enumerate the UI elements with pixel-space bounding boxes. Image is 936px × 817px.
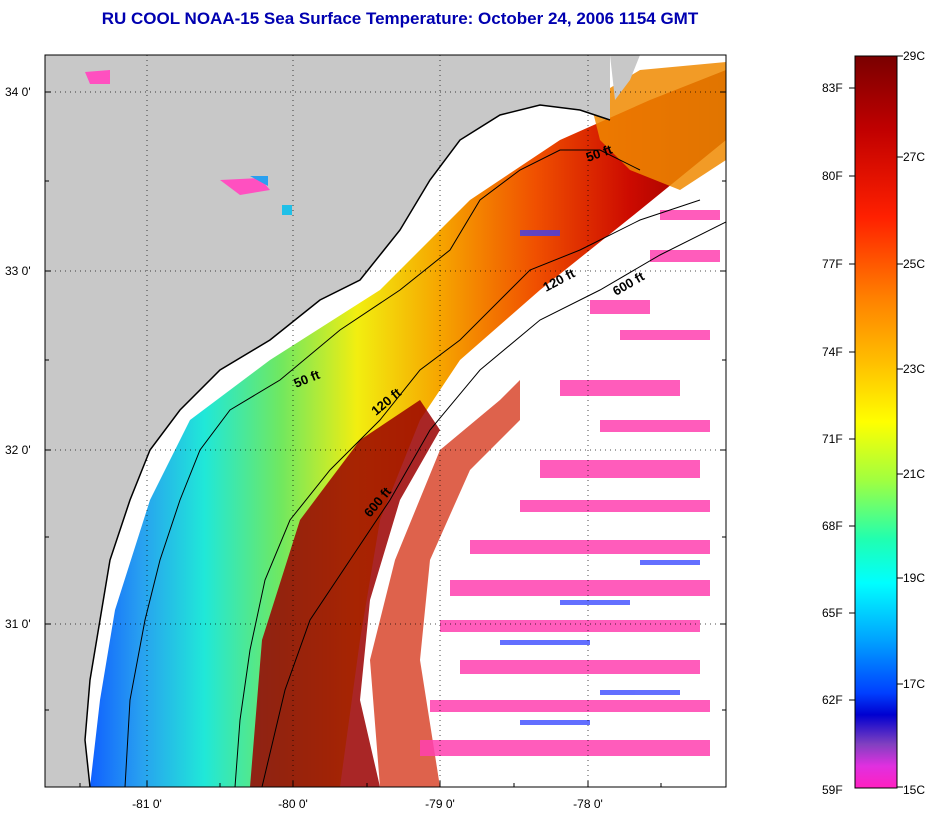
coastline (84, 104, 611, 787)
colorbar-c-label: 23C (903, 362, 925, 376)
inland-lake (250, 176, 268, 186)
colorbar-c-label: 29C (903, 49, 925, 63)
lat-label: 33 0' (5, 264, 31, 278)
inland-lake (220, 178, 270, 195)
colorbar-f-label: 77F (822, 257, 843, 271)
colorbar-f-label: 59F (822, 783, 843, 797)
colorbar-c-label: 25C (903, 257, 925, 271)
colorbar-f-label: 74F (822, 345, 843, 359)
colorbar-f-label: 80F (822, 169, 843, 183)
colorbar-c-label: 27C (903, 150, 925, 164)
lon-label: -80 0' (278, 797, 308, 811)
isobath-600ft (261, 221, 726, 787)
colorbar-c-label: 21C (903, 467, 925, 481)
land-northeast (610, 55, 640, 100)
isobath-120ft (234, 199, 701, 787)
graticule (45, 55, 726, 787)
inland-lake (85, 70, 110, 84)
lat-label: 32 0' (5, 443, 31, 457)
sst-red-band (370, 380, 520, 787)
map-ticks (45, 91, 726, 787)
colorbar-f-label: 62F (822, 693, 843, 707)
cloud-speckles (420, 210, 720, 756)
lon-label: -78 0' (573, 797, 603, 811)
lat-label: 34 0' (5, 85, 31, 99)
map-title: RU COOL NOAA-15 Sea Surface Temperature:… (101, 9, 699, 28)
colorbar-c-label: 19C (903, 571, 925, 585)
colorbar-ticks (849, 55, 903, 788)
colorbar-f-label: 83F (822, 81, 843, 95)
colorbar-c-label: 17C (903, 677, 925, 691)
land-mass (45, 55, 610, 787)
colorbar-f-label: 71F (822, 432, 843, 446)
sst-gulf-stream-core (250, 400, 440, 787)
cloud-speckles-blue (500, 230, 700, 725)
lon-label: -81 0' (132, 797, 162, 811)
lon-label: -79 0' (425, 797, 455, 811)
colorbar-c-label: 15C (903, 783, 925, 797)
lat-label: 31 0' (5, 617, 31, 631)
colorbar-f-label: 68F (822, 519, 843, 533)
colorbar (854, 55, 898, 789)
colorbar-f-label: 65F (822, 606, 843, 620)
inland-lake (282, 205, 292, 215)
sst-northeast-warm-patch (590, 62, 726, 190)
map-frame (44, 54, 727, 788)
isobath-50ft (124, 149, 641, 787)
